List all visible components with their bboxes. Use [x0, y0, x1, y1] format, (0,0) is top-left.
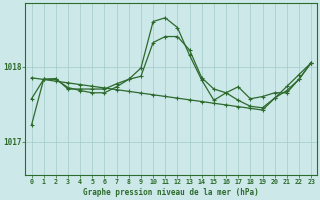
X-axis label: Graphe pression niveau de la mer (hPa): Graphe pression niveau de la mer (hPa) [84, 188, 259, 197]
